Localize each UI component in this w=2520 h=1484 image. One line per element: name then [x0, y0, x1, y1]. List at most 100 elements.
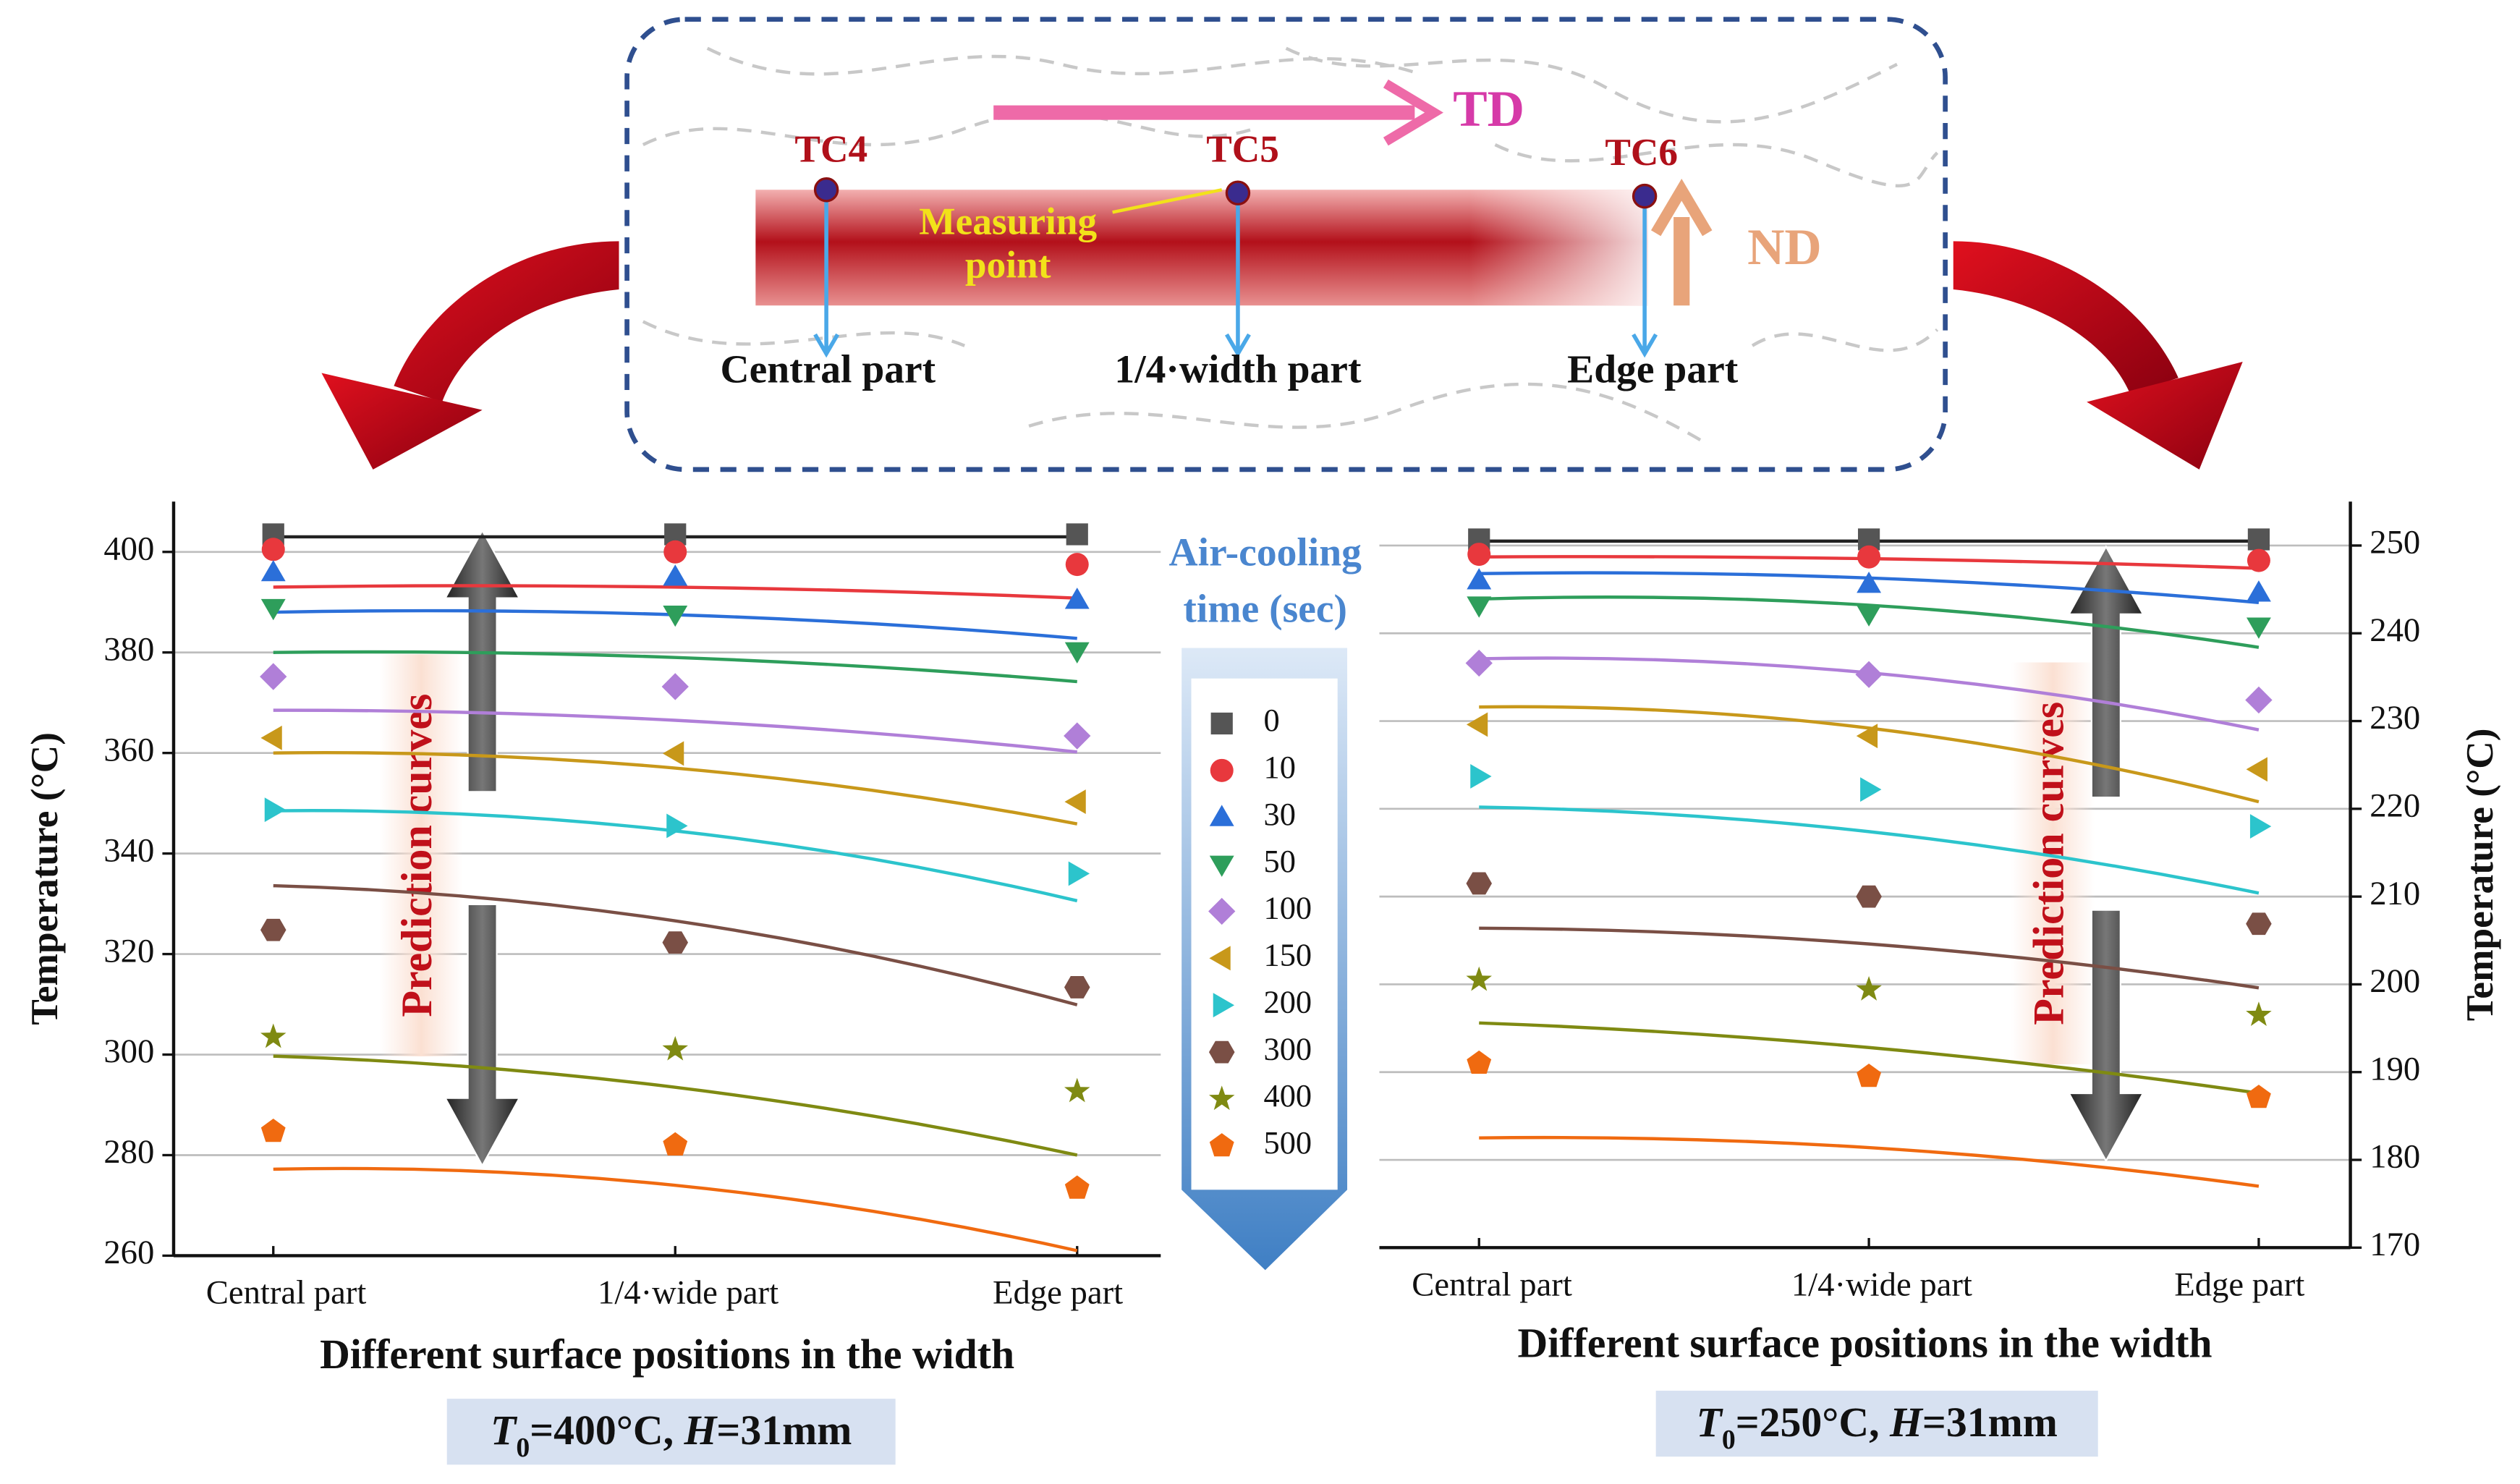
- double-arrow: [2067, 909, 2144, 1163]
- data-point: [260, 559, 286, 582]
- legend-marker: [1208, 1040, 1235, 1064]
- data-point: [1068, 861, 1090, 886]
- caption-part: =31mm: [716, 1408, 852, 1454]
- legend-marker: [1209, 946, 1231, 971]
- legend-label: 10: [1263, 749, 1295, 785]
- data-point: [1467, 568, 1492, 590]
- td-arrow-head: [1383, 79, 1443, 146]
- data-point: [1064, 722, 1091, 750]
- data-point: [260, 725, 282, 750]
- y-tick-label: 210: [2370, 875, 2420, 912]
- data-point: [2247, 528, 2270, 551]
- probe-arrows: [813, 190, 1658, 358]
- legend-label: 400: [1263, 1077, 1312, 1114]
- td-label: TD: [1453, 81, 1524, 137]
- y-tick-label: 400: [103, 530, 154, 567]
- data-point: [1857, 571, 1882, 593]
- measuring-label: Measuring: [919, 199, 1097, 242]
- measuring-label: point: [965, 242, 1051, 286]
- data-point: [1857, 545, 1881, 569]
- double-arrow: [444, 528, 521, 793]
- prediction-curve: [273, 1054, 1078, 1157]
- legend-marker: [1210, 712, 1233, 735]
- tc-label: TC4: [794, 127, 867, 170]
- data-point: [264, 797, 287, 823]
- data-point: [663, 540, 687, 564]
- position-label: Central part: [720, 347, 936, 391]
- data-point: [1064, 789, 1086, 815]
- data-point: [1064, 1077, 1090, 1103]
- y-tick-label: 300: [103, 1033, 154, 1070]
- data-point: [2246, 617, 2271, 639]
- prediction-curve: [1479, 1135, 2260, 1188]
- annotation: Prediction curves: [393, 694, 441, 1017]
- caption: T0=400°C, H=31mm: [491, 1408, 852, 1462]
- data-point: [1856, 885, 1882, 908]
- legend-marker: [1209, 805, 1234, 826]
- data-point: [261, 538, 285, 561]
- prediction-curve: [1479, 1021, 2260, 1095]
- legend-marker: [1209, 1133, 1234, 1157]
- data-point: [1064, 976, 1090, 998]
- data-point: [1467, 1050, 1492, 1074]
- annotation-bg: [2011, 662, 2095, 1065]
- caption: T0=250°C, H=31mm: [1697, 1400, 2058, 1454]
- data-point: [2247, 548, 2270, 572]
- data-point: [2246, 757, 2267, 782]
- data-point: [2247, 1085, 2271, 1108]
- caption-part: =250°C,: [1736, 1400, 1890, 1446]
- y-tick-label: 320: [103, 932, 154, 970]
- data-point: [662, 741, 684, 766]
- data-point: [662, 1035, 688, 1061]
- y-tick-label: 260: [103, 1234, 154, 1271]
- caption-part: T: [1697, 1400, 1724, 1446]
- x-axis-label: Different surface positions in the width: [320, 1332, 1014, 1378]
- y-axis-label: Temperature (°C): [22, 732, 66, 1025]
- y-tick-label: 220: [2370, 787, 2420, 825]
- y-tick-label: 200: [2370, 962, 2420, 1000]
- data-point: [1064, 588, 1090, 609]
- prediction-curve: [273, 650, 1077, 684]
- legend-label: 50: [1263, 843, 1295, 879]
- x-tick-label: 1/4·wide part: [598, 1274, 779, 1312]
- data-point: [2246, 580, 2271, 602]
- data-point: [661, 673, 689, 700]
- data-point: [2245, 686, 2273, 714]
- data-point: [1470, 764, 1492, 789]
- data-point: [1467, 596, 1492, 618]
- legend-label: 500: [1263, 1124, 1312, 1161]
- data-point: [1066, 523, 1088, 546]
- prediction-curve: [273, 750, 1078, 826]
- prediction-curve: [1479, 705, 2260, 804]
- y-tick-label: 340: [103, 831, 154, 869]
- caption-box: [1655, 1391, 2098, 1457]
- data-point: [666, 813, 688, 839]
- measuring-leader: [1112, 188, 1223, 214]
- y-tick-label: 250: [2370, 524, 2420, 561]
- data-point: [1064, 642, 1090, 663]
- y-tick-label: 230: [2370, 699, 2420, 737]
- data-point: [1856, 724, 1878, 749]
- data-point: [662, 931, 689, 954]
- data-point: [260, 918, 287, 941]
- prediction-curve: [1479, 926, 2260, 990]
- y-tick-label: 380: [103, 630, 154, 668]
- caption-box: [446, 1399, 896, 1465]
- caption-part: 0: [1722, 1425, 1736, 1455]
- data-point: [1466, 872, 1493, 895]
- position-label: 1/4·width part: [1114, 347, 1362, 391]
- pointer-arrows: [321, 241, 2243, 470]
- double-arrow: [444, 903, 521, 1168]
- data-point: [663, 1132, 688, 1156]
- legend-marker: [1213, 993, 1235, 1018]
- annotation-bg: [379, 654, 463, 1056]
- data-point: [1855, 661, 1883, 688]
- diagram: TC4 TC5 TC6 TD ND Measuring point Centra…: [624, 17, 1948, 472]
- data-point: [2246, 912, 2272, 936]
- y-tick-label: 190: [2370, 1050, 2420, 1087]
- legend-title: time (sec): [1183, 586, 1347, 631]
- prediction-curve: [1479, 595, 2260, 649]
- data-point: [2246, 1001, 2272, 1026]
- legend-label: 200: [1263, 983, 1312, 1019]
